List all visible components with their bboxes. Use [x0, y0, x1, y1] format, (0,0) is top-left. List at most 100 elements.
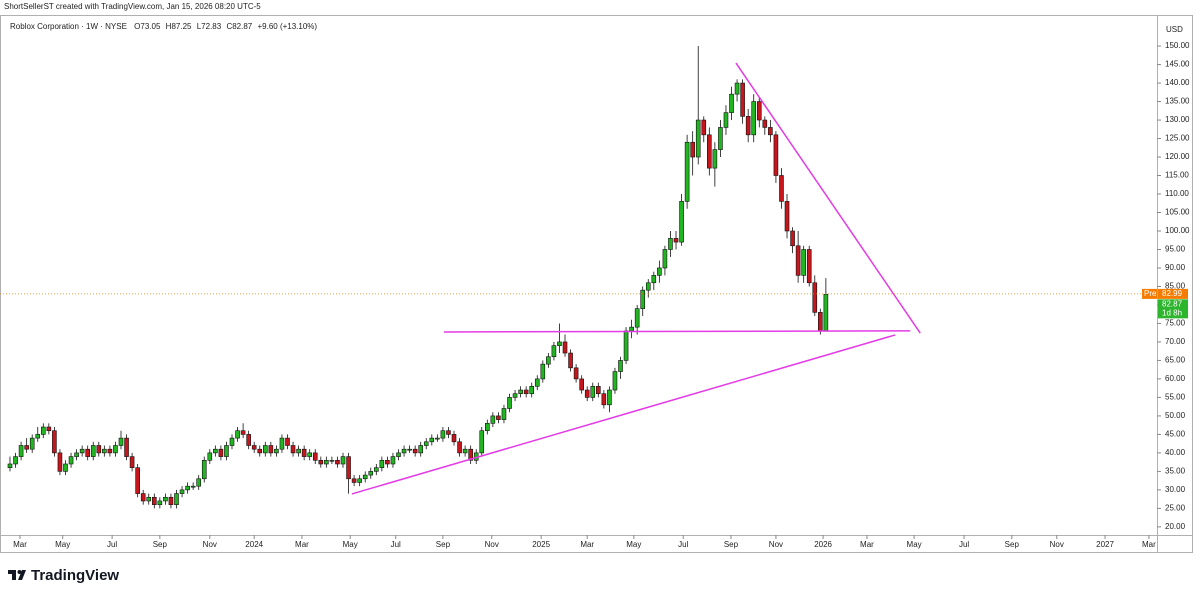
candle-body [7, 463, 13, 468]
candle-body [29, 437, 35, 450]
candle-body [407, 448, 412, 451]
candle-body [235, 430, 240, 439]
candle-body [507, 397, 512, 409]
x-tick-label: 2025 [532, 540, 550, 549]
candle-body [590, 386, 596, 398]
candle-body [246, 434, 251, 446]
y-tick-label: 90.00 [1165, 263, 1186, 272]
candle-body [268, 445, 274, 454]
candle-body [729, 93, 734, 113]
candle-body [668, 238, 673, 250]
ohlc-prefix: L [197, 22, 202, 31]
candle-body [396, 452, 401, 457]
candle-body [712, 149, 718, 169]
candle-body [185, 485, 190, 491]
symbol: Roblox Corporation · 1W · NYSE [10, 22, 127, 31]
x-tick-label: Sep [1005, 540, 1020, 549]
candle-body [762, 119, 768, 128]
candle-body [224, 445, 229, 457]
candle-body [168, 496, 174, 505]
candle-body [213, 448, 218, 454]
candle-body [779, 175, 784, 202]
candle-body [657, 267, 662, 276]
candle-body [351, 478, 357, 483]
y-tick-label: 125.00 [1165, 134, 1190, 143]
x-tick-label: Mar [295, 540, 309, 549]
x-tick-label: Nov [769, 540, 783, 549]
y-tick-label: 105.00 [1165, 208, 1190, 217]
candle-body [451, 434, 457, 443]
candle-body [257, 448, 263, 454]
y-tick-label: 145.00 [1165, 60, 1190, 69]
candle-body [435, 437, 440, 440]
candle-body [773, 134, 779, 176]
candle-body [684, 141, 690, 202]
candle-body [340, 456, 346, 465]
candle-body [190, 485, 196, 488]
candle-body [346, 456, 351, 480]
candle-body [285, 437, 290, 446]
candle-body [274, 448, 279, 454]
candle-body [74, 452, 79, 457]
candle-body [440, 430, 446, 439]
last-price-box [1158, 299, 1188, 319]
candle-body [102, 448, 107, 454]
y-tick-label: 20.00 [1165, 522, 1186, 531]
y-tick-label: 85.00 [1165, 282, 1186, 291]
candle-body [251, 445, 257, 450]
x-tick-label: Jul [678, 540, 688, 549]
candle-body [151, 496, 157, 505]
candle-body [457, 441, 462, 454]
candle-body [418, 445, 424, 454]
candle-body [818, 312, 823, 332]
candle-body [129, 456, 135, 468]
candle-body [57, 452, 63, 472]
premarket-price-box [1158, 288, 1188, 299]
candle-body [640, 289, 646, 309]
candle-body [768, 127, 773, 136]
candle-body [85, 448, 90, 457]
candle-body [390, 456, 396, 465]
x-tick-label: May [55, 540, 70, 549]
candle-body [201, 459, 207, 480]
x-tick-label: Nov [1050, 540, 1064, 549]
legend: Roblox Corporation · 1W · NYSE O73.05 H8… [10, 22, 317, 31]
currency: USD [1166, 25, 1183, 34]
x-tick-label: 2027 [1096, 540, 1114, 549]
candle-body [324, 459, 329, 465]
x-tick-label: Nov [485, 540, 499, 549]
candle-body [662, 249, 668, 269]
candle-body [690, 141, 695, 158]
trendline [351, 334, 896, 495]
candle-body [485, 423, 490, 432]
candle-body [174, 493, 179, 505]
candle-body [634, 308, 640, 328]
y-tick-label: 70.00 [1165, 337, 1186, 346]
ohlc-value: 82.87 [232, 22, 253, 31]
candle-body [68, 456, 74, 465]
ohlc-prefix: C [226, 22, 232, 31]
candle-body [501, 408, 507, 420]
candle-body [679, 201, 684, 243]
candle-body [745, 116, 751, 136]
candle-body [468, 448, 473, 461]
brand-name: TradingView [31, 567, 119, 584]
x-tick-label: Jul [391, 540, 401, 549]
y-tick-label: 100.00 [1165, 226, 1190, 235]
candle-body [534, 378, 540, 387]
candle-body [462, 448, 468, 454]
candle-body [229, 437, 235, 446]
y-tick-label: 150.00 [1165, 41, 1190, 50]
candle-body [196, 478, 201, 487]
y-tick-label: 50.00 [1165, 411, 1186, 420]
candle-body [651, 275, 657, 284]
candle-body [812, 282, 818, 313]
x-tick-label: 2026 [814, 540, 832, 549]
premarket-tag [1142, 288, 1157, 299]
candle-body [135, 467, 140, 494]
candle-body [568, 352, 573, 369]
candle-body [40, 426, 46, 435]
candle-body [90, 445, 96, 457]
candle-body [512, 393, 518, 398]
